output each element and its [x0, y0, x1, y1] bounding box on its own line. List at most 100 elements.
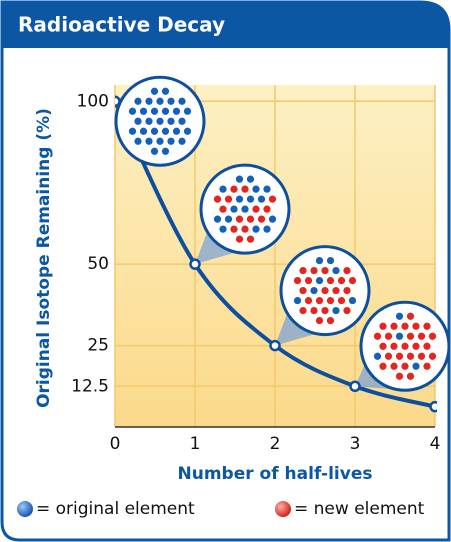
atom	[150, 87, 159, 95]
atom	[219, 225, 227, 233]
atom	[293, 276, 302, 285]
x-tick-label: 0	[110, 434, 121, 454]
chart-title: Radioactive Decay	[18, 13, 225, 37]
atom	[145, 137, 153, 145]
atom	[423, 362, 431, 370]
atom	[293, 296, 302, 305]
atom	[401, 342, 409, 350]
atom	[401, 362, 409, 370]
y-tick-label: 100	[77, 91, 109, 111]
legend-label: = original element	[36, 499, 195, 519]
atom	[263, 185, 271, 193]
atom	[235, 215, 244, 223]
atom	[263, 205, 271, 213]
y-tick-label: 25	[87, 336, 109, 356]
atom	[379, 362, 387, 370]
atom	[183, 107, 192, 115]
atom	[326, 256, 335, 265]
atom	[348, 276, 357, 285]
atom	[406, 312, 415, 320]
atom	[379, 342, 387, 350]
atom	[134, 137, 142, 145]
x-tick-label: 4	[430, 434, 441, 454]
legend-swatch	[17, 501, 33, 517]
atom	[315, 296, 324, 305]
atom	[178, 117, 186, 125]
atom	[343, 286, 351, 295]
atom	[139, 127, 148, 135]
atom	[406, 332, 415, 340]
atom	[390, 322, 398, 330]
atom	[401, 322, 409, 330]
atom	[167, 117, 175, 125]
atom	[321, 266, 329, 275]
atom	[230, 225, 238, 233]
atom	[395, 312, 404, 320]
atom	[299, 286, 307, 295]
atom	[219, 205, 227, 213]
atom	[310, 266, 318, 275]
y-tick-label: 12.5	[71, 376, 109, 396]
atom	[395, 352, 404, 360]
atom	[337, 296, 346, 305]
point	[429, 400, 437, 413]
atom	[343, 306, 351, 315]
y-tick-label: 50	[87, 254, 109, 274]
atom	[304, 296, 313, 305]
atom	[315, 316, 324, 325]
atom	[230, 185, 238, 193]
atom	[412, 322, 420, 330]
atom	[219, 185, 227, 193]
point	[189, 258, 201, 270]
atom	[299, 266, 307, 275]
atom	[252, 185, 260, 193]
atom	[161, 107, 170, 115]
atom	[156, 117, 164, 125]
atom	[246, 175, 255, 183]
atom	[373, 332, 382, 340]
atom	[241, 185, 249, 193]
atom	[134, 117, 142, 125]
atom	[417, 352, 426, 360]
atom	[268, 215, 277, 223]
atom	[412, 342, 420, 350]
atom	[167, 137, 175, 145]
atom	[145, 117, 153, 125]
atom	[257, 215, 266, 223]
atom	[224, 195, 233, 203]
atom	[412, 362, 420, 370]
atom	[213, 215, 222, 223]
atom	[299, 306, 307, 315]
atom	[145, 97, 153, 105]
atom	[310, 286, 318, 295]
atom	[326, 296, 335, 305]
point	[349, 380, 361, 393]
atom	[150, 107, 159, 115]
atom	[150, 127, 159, 135]
atom	[235, 195, 244, 203]
atom	[156, 137, 164, 145]
atom	[128, 127, 137, 135]
x-axis-label: Number of half-lives	[178, 464, 373, 484]
atom	[246, 195, 255, 203]
atom	[423, 342, 431, 350]
atom	[326, 276, 335, 285]
atom	[315, 256, 324, 265]
atom	[128, 107, 137, 115]
atom	[406, 352, 415, 360]
atom	[161, 87, 170, 95]
point	[115, 95, 121, 108]
atom	[337, 276, 346, 285]
atom	[417, 332, 426, 340]
atom	[241, 205, 249, 213]
y-axis-label: Original Isotope Remaining (%)	[34, 108, 54, 408]
atom	[246, 215, 255, 223]
point	[269, 339, 281, 352]
legend-swatch	[275, 501, 291, 517]
atom	[390, 362, 398, 370]
atom	[326, 316, 335, 325]
x-tick-label: 3	[350, 434, 361, 454]
atom	[395, 332, 404, 340]
atom	[428, 352, 437, 360]
